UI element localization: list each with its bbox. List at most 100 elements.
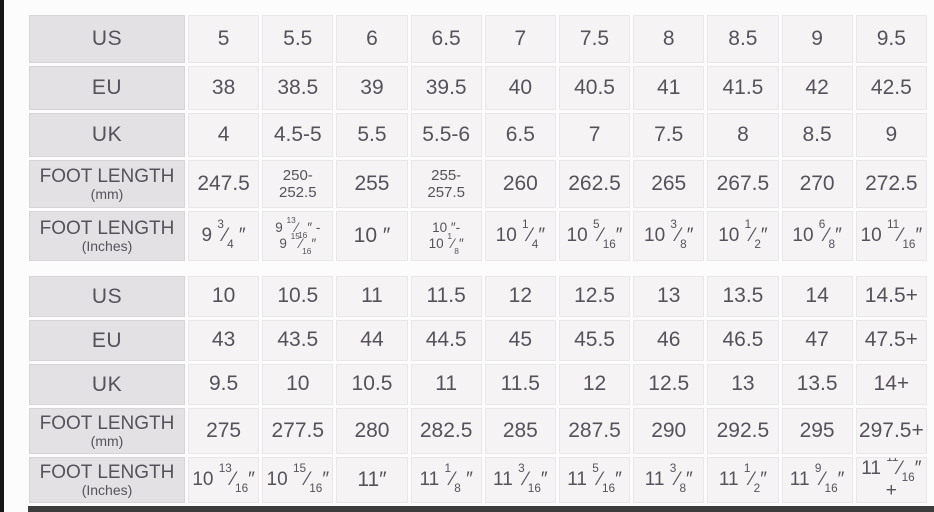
size-cell: 267.5	[707, 160, 779, 208]
size-cell: 42	[781, 66, 853, 110]
size-chart-tables: US 5 5.5 6 6.5 7 7.5 8 8.5 9 9.5 EU 38 38.5 39 39.5 40 40…	[26, 12, 930, 506]
size-cell: 10	[262, 364, 334, 405]
size-cell: 270	[781, 160, 853, 208]
size-cell: 13	[633, 276, 705, 317]
size-cell: 47.5+	[855, 320, 927, 361]
size-cell: 7	[484, 15, 556, 63]
size-cell: 11	[336, 276, 408, 317]
size-cell: 43	[188, 320, 260, 361]
size-cell: 275	[188, 408, 260, 454]
size-cell: 272.5	[855, 160, 927, 208]
size-cell: 13	[707, 364, 779, 405]
size-cell: 43.5	[262, 320, 334, 361]
row-label: US	[29, 276, 185, 317]
size-cell: 39.5	[410, 66, 482, 110]
size-cell: 46	[633, 320, 705, 361]
size-cell: 11 1⁄2″	[707, 457, 779, 503]
size-cell: 42.5	[855, 66, 927, 110]
size-cell: 38	[188, 66, 260, 110]
size-cell: 44.5	[410, 320, 482, 361]
size-cell: 13.5	[781, 364, 853, 405]
size-cell: 9 13⁄16″ -9 15⁄16″	[262, 211, 334, 261]
size-cell: 6.5	[484, 113, 556, 157]
size-cell: 10 3⁄8″	[633, 211, 705, 261]
size-table-2-body: US 10 10.5 11 11.5 12 12.5 13 13.5 14 14.5+ EU 43 43.…	[29, 276, 927, 503]
size-cell: 6	[336, 15, 408, 63]
size-cell: 10 1⁄2″	[707, 211, 779, 261]
size-cell: 10 13⁄16″	[188, 457, 260, 503]
size-cell: 11.5	[410, 276, 482, 317]
size-cell: 46.5	[707, 320, 779, 361]
row-sublabel: (mm)	[90, 433, 124, 449]
size-cell: 7.5	[633, 113, 705, 157]
size-cell: 41.5	[707, 66, 779, 110]
size-cell: 47	[781, 320, 853, 361]
size-cell: 260	[484, 160, 556, 208]
size-cell: 280	[336, 408, 408, 454]
size-table-us-5-to-9.5: US 5 5.5 6 6.5 7 7.5 8 8.5 9 9.5 EU 38 38.5 39 39.5 40 40…	[26, 12, 930, 264]
size-cell: 297.5+	[855, 408, 927, 454]
size-cell: 247.5	[188, 160, 260, 208]
table-row: FOOT LENGTH (Inches) 10 13⁄16″ 10 15⁄16″ 11″…	[29, 457, 927, 503]
size-cell: 10 ″- 10 1⁄8″	[410, 211, 482, 261]
size-table-1-body: US 5 5.5 6 6.5 7 7.5 8 8.5 9 9.5 EU 38 38.5 39 39.5 40 40…	[29, 15, 927, 261]
size-cell: 12	[558, 364, 631, 405]
size-cell: 262.5	[558, 160, 631, 208]
size-cell: 10	[188, 276, 260, 317]
row-label: FOOT LENGTH (mm)	[29, 408, 185, 454]
size-cell: 250- 252.5	[262, 160, 334, 208]
size-cell: 265	[633, 160, 705, 208]
size-cell: 11 11⁄16″+	[855, 457, 927, 503]
size-cell: 11 5⁄16″	[558, 457, 631, 503]
table-row: UK 9.5 10 10.5 11 11.5 12 12.5 13 13.5 14+	[29, 364, 927, 405]
size-cell: 14.5+	[855, 276, 927, 317]
size-cell: 14	[781, 276, 853, 317]
size-cell: 11 1⁄8 ″	[410, 457, 482, 503]
size-cell: 12.5	[558, 276, 631, 317]
size-cell: 11 3⁄16″	[484, 457, 556, 503]
row-label: UK	[29, 364, 185, 405]
size-cell: 41	[633, 66, 705, 110]
size-cell: 4	[188, 113, 260, 157]
size-cell: 9	[781, 15, 853, 63]
size-cell: 38.5	[262, 66, 334, 110]
size-cell: 40.5	[558, 66, 631, 110]
size-cell: 10.5	[336, 364, 408, 405]
size-cell: 40	[484, 66, 556, 110]
size-cell: 5	[188, 15, 260, 63]
table-row: FOOT LENGTH (Inches) 9 3⁄4 ″ 9 13⁄16″ -9 15…	[29, 211, 927, 261]
size-cell: 12	[484, 276, 556, 317]
row-label: EU	[29, 320, 185, 361]
size-cell: 45	[484, 320, 556, 361]
size-cell: 10 ″	[336, 211, 408, 261]
size-cell: 8	[633, 15, 705, 63]
row-sublabel: (Inches)	[81, 238, 133, 254]
bottom-edge-bar	[28, 506, 934, 512]
size-cell: 6.5	[410, 15, 482, 63]
table-row: UK 4 4.5-5 5.5 5.5-6 6.5 7 7.5 8 8.5 9	[29, 113, 927, 157]
size-cell: 10 6⁄8″	[781, 211, 853, 261]
size-cell: 295	[781, 408, 853, 454]
size-cell: 11″	[336, 457, 408, 503]
size-cell: 292.5	[707, 408, 779, 454]
size-cell: 5.5	[336, 113, 408, 157]
size-cell: 7.5	[558, 15, 631, 63]
size-cell: 10.5	[262, 276, 334, 317]
table-row: US 5 5.5 6 6.5 7 7.5 8 8.5 9 9.5	[29, 15, 927, 63]
left-edge-bar	[0, 0, 4, 512]
row-label: UK	[29, 113, 185, 157]
table-row: FOOT LENGTH (mm) 247.5 250- 252.5 255 255- 257.…	[29, 160, 927, 208]
size-cell: 5.5	[262, 15, 334, 63]
size-cell: 39	[336, 66, 408, 110]
size-cell: 4.5-5	[262, 113, 334, 157]
size-cell: 14+	[855, 364, 927, 405]
table-row: FOOT LENGTH (mm) 275 277.5 280 282.5 285 287.5 2…	[29, 408, 927, 454]
size-cell: 11.5	[484, 364, 556, 405]
size-cell: 8.5	[707, 15, 779, 63]
size-cell: 45.5	[558, 320, 631, 361]
size-cell: 9	[855, 113, 927, 157]
size-cell: 11	[410, 364, 482, 405]
row-label: EU	[29, 66, 185, 110]
size-cell: 12.5	[633, 364, 705, 405]
